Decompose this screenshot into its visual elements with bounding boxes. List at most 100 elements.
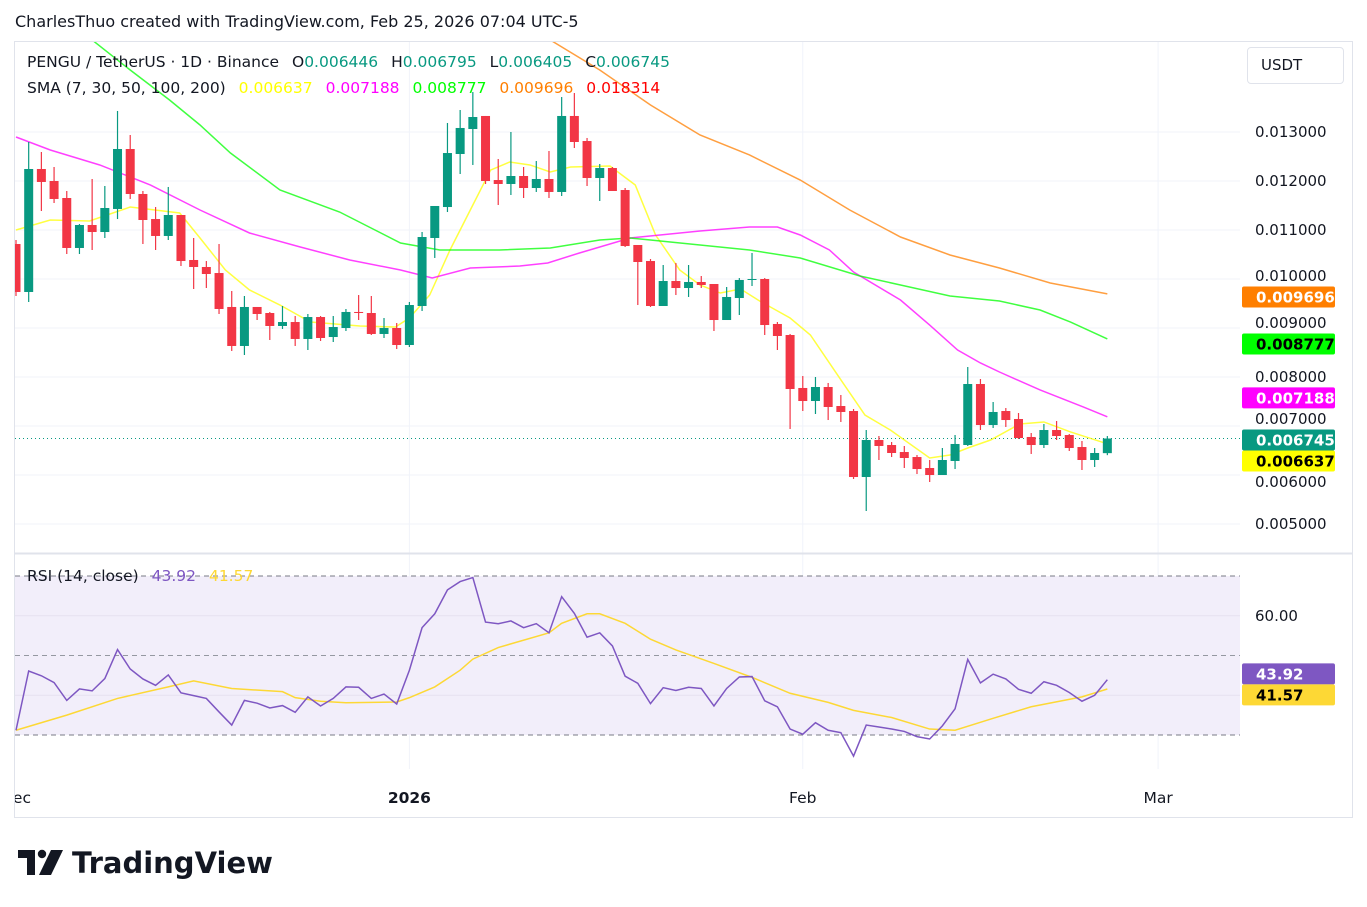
candle[interactable] bbox=[290, 315, 300, 346]
candle[interactable] bbox=[684, 264, 694, 297]
candle[interactable] bbox=[303, 313, 313, 351]
symbol-legend[interactable]: PENGU / TetherUS · 1D · Binance O0.00644… bbox=[27, 53, 670, 71]
candle[interactable] bbox=[785, 333, 795, 429]
candle[interactable] bbox=[531, 161, 541, 192]
candle[interactable] bbox=[100, 185, 110, 238]
candle[interactable] bbox=[265, 311, 275, 341]
price-axis[interactable]: 0.013000 0.012000 0.011000 0.010000 0.009696… bbox=[1242, 123, 1335, 533]
candle[interactable] bbox=[658, 264, 668, 306]
candle[interactable] bbox=[1064, 433, 1074, 451]
candle[interactable] bbox=[379, 318, 389, 338]
candle[interactable] bbox=[1077, 440, 1087, 471]
candle[interactable] bbox=[772, 322, 782, 351]
candle[interactable] bbox=[506, 132, 516, 196]
candle[interactable] bbox=[861, 430, 871, 512]
candle[interactable] bbox=[709, 283, 719, 331]
time-axis[interactable]: Dec 2026 Feb Mar bbox=[1, 789, 1173, 807]
candle[interactable] bbox=[468, 92, 478, 165]
candle[interactable] bbox=[113, 110, 123, 220]
candle[interactable] bbox=[582, 137, 592, 186]
candle[interactable] bbox=[62, 190, 72, 255]
candle[interactable] bbox=[836, 394, 846, 422]
candle[interactable] bbox=[455, 109, 465, 174]
candle[interactable] bbox=[1102, 436, 1112, 456]
candle[interactable] bbox=[810, 377, 820, 414]
candle[interactable] bbox=[12, 239, 21, 297]
candle[interactable] bbox=[366, 296, 376, 336]
candle[interactable] bbox=[493, 158, 503, 206]
candle[interactable] bbox=[887, 442, 897, 458]
candle[interactable] bbox=[1052, 421, 1062, 441]
candle[interactable] bbox=[963, 367, 973, 446]
candle[interactable] bbox=[74, 224, 84, 255]
candle[interactable] bbox=[341, 308, 351, 331]
candle[interactable] bbox=[404, 301, 414, 348]
candle[interactable] bbox=[671, 262, 681, 296]
candle[interactable] bbox=[912, 455, 922, 475]
candle[interactable] bbox=[722, 286, 732, 321]
sma-label[interactable]: SMA (7, 30, 50, 100, 200) bbox=[27, 79, 226, 97]
rsi-label[interactable]: RSI (14, close) bbox=[27, 567, 139, 585]
candle[interactable] bbox=[595, 163, 605, 201]
candle[interactable] bbox=[849, 408, 859, 480]
rsi-legend[interactable]: RSI (14, close) 43.92 41.57 bbox=[27, 567, 253, 585]
candle[interactable] bbox=[734, 278, 744, 316]
candle[interactable] bbox=[481, 115, 491, 184]
candle[interactable] bbox=[201, 261, 211, 289]
candle[interactable] bbox=[696, 276, 706, 289]
candle[interactable] bbox=[988, 401, 998, 429]
candle[interactable] bbox=[950, 435, 960, 470]
candle[interactable] bbox=[138, 190, 148, 245]
candle[interactable] bbox=[176, 215, 186, 267]
candle[interactable] bbox=[633, 244, 643, 306]
candle[interactable] bbox=[239, 296, 249, 355]
candle[interactable] bbox=[328, 315, 338, 343]
candle[interactable] bbox=[569, 92, 579, 149]
candle[interactable] bbox=[519, 166, 529, 199]
candle[interactable] bbox=[214, 244, 224, 314]
price-pane[interactable] bbox=[12, 40, 1241, 512]
candle[interactable] bbox=[925, 460, 935, 483]
candle[interactable] bbox=[1026, 433, 1036, 454]
candle[interactable] bbox=[937, 448, 947, 475]
rsi-pane[interactable] bbox=[15, 575, 1240, 758]
candle[interactable] bbox=[252, 306, 262, 321]
candle[interactable] bbox=[87, 178, 97, 250]
candle[interactable] bbox=[125, 134, 135, 199]
candle[interactable] bbox=[354, 295, 364, 321]
candle[interactable] bbox=[620, 188, 630, 248]
candle[interactable] bbox=[760, 278, 770, 336]
rsi-axis[interactable]: 60.00 43.92 41.57 bbox=[1242, 607, 1335, 706]
candle[interactable] bbox=[899, 445, 909, 468]
candle[interactable] bbox=[417, 232, 427, 311]
candle[interactable] bbox=[227, 291, 237, 351]
candle[interactable] bbox=[874, 435, 884, 461]
candle[interactable] bbox=[430, 205, 440, 258]
candle[interactable] bbox=[975, 379, 985, 431]
sma-legend[interactable]: SMA (7, 30, 50, 100, 200) 0.006637 0.007… bbox=[27, 79, 660, 97]
candle[interactable] bbox=[1039, 423, 1049, 449]
candle[interactable] bbox=[189, 237, 199, 289]
currency-button[interactable]: USDT bbox=[1247, 47, 1344, 84]
candle[interactable] bbox=[607, 166, 617, 191]
candle[interactable] bbox=[544, 151, 554, 199]
candle[interactable] bbox=[646, 259, 655, 307]
candle[interactable] bbox=[277, 305, 287, 329]
symbol-info[interactable]: PENGU / TetherUS · 1D · Binance bbox=[27, 53, 280, 71]
candle[interactable] bbox=[151, 207, 161, 250]
candle[interactable] bbox=[442, 122, 452, 213]
candle[interactable] bbox=[49, 166, 59, 204]
tradingview-logo[interactable]: TradingView bbox=[18, 846, 273, 880]
candle[interactable] bbox=[24, 141, 34, 302]
candle[interactable] bbox=[1001, 408, 1011, 427]
candle[interactable] bbox=[823, 382, 833, 421]
candle[interactable] bbox=[747, 252, 757, 287]
candle[interactable] bbox=[1014, 413, 1024, 439]
candle[interactable] bbox=[163, 186, 173, 240]
candle[interactable] bbox=[392, 323, 402, 350]
candle[interactable] bbox=[316, 315, 326, 341]
candle[interactable] bbox=[798, 376, 808, 412]
candle[interactable] bbox=[557, 97, 567, 196]
candle[interactable] bbox=[1090, 448, 1100, 468]
